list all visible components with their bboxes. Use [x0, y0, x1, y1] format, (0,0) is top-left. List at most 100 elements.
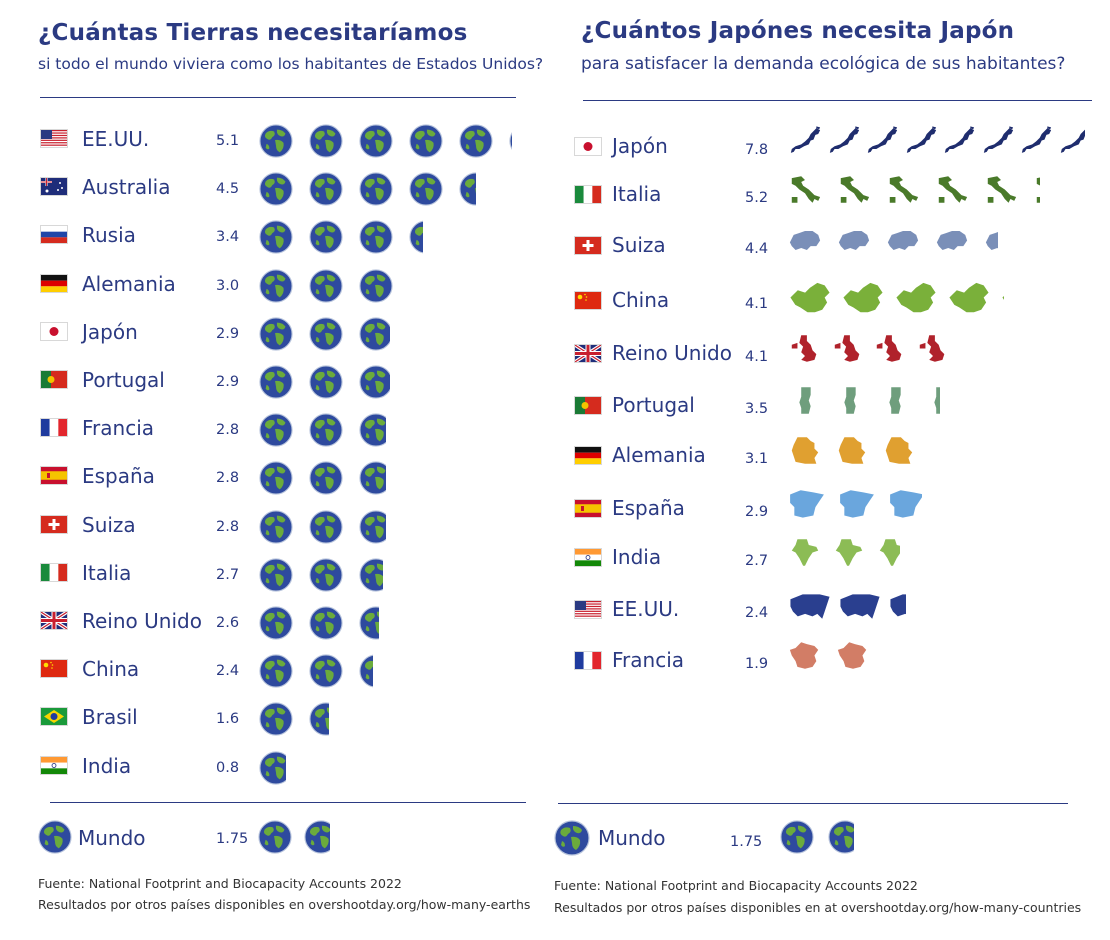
country-label: Reino Unido [82, 609, 202, 633]
silhouette-marks [788, 640, 1098, 680]
earth-marks [259, 172, 514, 212]
left-bar-row: Suiza 2.8 [0, 510, 540, 550]
value-label: 2.7 [745, 553, 769, 569]
silhouette-marks [788, 537, 1098, 577]
earth-mark [259, 172, 293, 206]
flag-icon [574, 548, 602, 567]
right-bar-row: Francia 1.9 [548, 642, 1110, 686]
earth-mark [259, 124, 293, 158]
earth-mark [259, 317, 293, 351]
value-label: 0.8 [216, 760, 240, 776]
japans-chart-panel: ¿Cuántos Japónes necesita Japón para sat… [548, 0, 1110, 940]
earth-mark [309, 413, 343, 447]
country-silhouette-mark-partial [1000, 280, 1004, 320]
left-top-divider [40, 97, 516, 98]
earth-mark [309, 220, 343, 254]
country-silhouette-mark [981, 126, 1015, 160]
left-footer-source: Fuente: National Footprint and Biocapaci… [38, 876, 402, 891]
right-bar-row: Japón 7.8 [548, 126, 1110, 172]
flag-icon [40, 659, 68, 678]
flag-icon [40, 611, 68, 630]
earth-mark [259, 461, 293, 495]
left-chart-title: ¿Cuántas Tierras necesitaríamos [38, 20, 468, 46]
left-bar-row: Brasil 1.6 [0, 702, 540, 742]
country-silhouette-mark [788, 537, 822, 571]
country-silhouette-mark [833, 385, 867, 419]
flag-icon [574, 236, 602, 255]
earth-mark [409, 124, 443, 158]
country-silhouette-mark [865, 126, 899, 160]
left-bar-row: Rusia 3.4 [0, 220, 540, 260]
value-label: 2.9 [745, 504, 769, 520]
left-bar-row: Reino Unido 2.6 [0, 606, 540, 646]
earth-mark-partial [359, 654, 373, 688]
right-bar-row: India 2.7 [548, 539, 1110, 583]
earth-marks [259, 220, 514, 260]
earth-mark [309, 558, 343, 592]
flag-icon [40, 418, 68, 437]
silhouette-marks [788, 333, 1098, 373]
country-silhouette-mark-partial [888, 488, 922, 526]
country-silhouette-mark [882, 435, 916, 469]
earth-mark [309, 365, 343, 399]
flag-icon [40, 225, 68, 244]
country-label: Reino Unido [612, 341, 732, 365]
right-chart-title: ¿Cuántos Japónes necesita Japón [581, 18, 1015, 44]
earth-mark-partial [309, 702, 329, 736]
country-silhouette-mark [942, 126, 976, 160]
country-silhouette-mark [1019, 126, 1053, 160]
country-silhouette-mark [788, 280, 832, 320]
right-bar-row: Portugal 3.5 [548, 387, 1110, 431]
value-label: 2.8 [216, 519, 240, 535]
country-silhouette-mark-partial [984, 225, 998, 259]
earth-mark [259, 606, 293, 640]
earth-mark [259, 654, 293, 688]
country-label: EE.UU. [82, 127, 150, 151]
earth-mark [259, 365, 293, 399]
country-silhouette-mark [838, 589, 882, 629]
earth-mark-partial [509, 124, 512, 158]
flag-icon [574, 396, 602, 415]
right-bar-row: China 4.1 [548, 282, 1110, 326]
left-bar-row: Alemania 3.0 [0, 269, 540, 309]
left-bar-row: Australia 4.5 [0, 172, 540, 212]
right-bar-row: EE.UU. 2.4 [548, 594, 1110, 635]
flag-icon [574, 499, 602, 518]
country-label: China [82, 657, 140, 681]
country-silhouette-mark [788, 589, 832, 629]
earth-marks [259, 702, 514, 742]
country-silhouette-mark [788, 488, 826, 526]
earth-mark-partial [359, 413, 386, 447]
flag-icon [40, 707, 68, 726]
earth-marks [259, 269, 514, 309]
value-label: 4.1 [745, 296, 769, 312]
country-silhouette-mark [873, 333, 907, 367]
country-silhouette-mark [788, 174, 822, 208]
silhouette-marks [788, 385, 1098, 425]
country-silhouette-mark [935, 225, 969, 259]
country-label: Francia [82, 416, 155, 440]
earth-mark-partial [828, 820, 854, 854]
country-silhouette-mark [831, 333, 865, 367]
earth-mark [259, 220, 293, 254]
country-silhouette-mark [935, 174, 969, 208]
country-silhouette-mark [838, 488, 876, 526]
country-label: Suiza [612, 233, 666, 257]
earth-mark-partial [359, 510, 386, 544]
left-bottom-divider [50, 802, 526, 803]
right-bar-row: Alemania 3.1 [548, 437, 1110, 481]
country-silhouette-mark [788, 126, 822, 160]
silhouette-marks [788, 589, 1098, 629]
country-silhouette-mark [788, 385, 822, 419]
earth-mark [309, 461, 343, 495]
earth-mark [309, 124, 343, 158]
silhouette-marks [788, 435, 1098, 475]
flag-icon [574, 600, 602, 619]
country-silhouette-mark-partial [836, 640, 867, 674]
earth-mark [309, 172, 343, 206]
flag-icon [40, 370, 68, 389]
country-silhouette-mark [894, 280, 938, 320]
country-label: EE.UU. [612, 597, 680, 621]
country-silhouette-mark [827, 126, 861, 160]
earth-mark-partial [359, 558, 383, 592]
